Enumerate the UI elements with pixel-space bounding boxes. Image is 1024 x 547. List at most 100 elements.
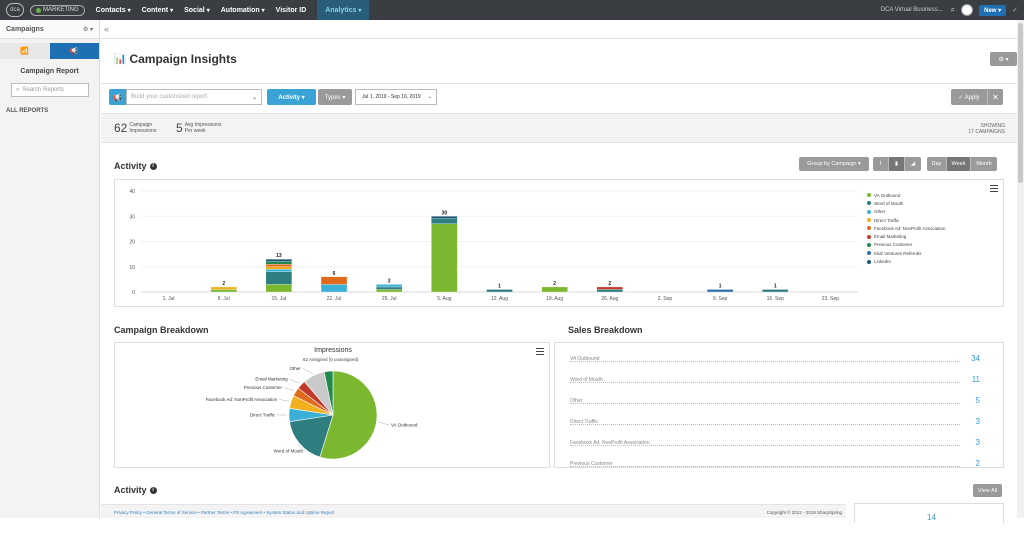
bar-segment[interactable] [486, 289, 513, 293]
sales-row-value[interactable]: 2 [975, 459, 980, 468]
bar-segment[interactable] [265, 269, 293, 272]
apply-button[interactable]: ✓ Apply [951, 89, 987, 105]
legend-item[interactable]: LinkedIn [867, 257, 946, 265]
period-month[interactable]: Month [971, 157, 997, 171]
date-range-text: Jul 1, 2019 - Sep 16, 2019 [362, 94, 421, 100]
sales-row[interactable]: Previous Customer 2 [570, 457, 980, 468]
pie-label-leader [283, 387, 295, 391]
pie-slice[interactable] [323, 370, 334, 416]
bar-segment[interactable] [706, 289, 734, 293]
nav-automation[interactable]: Automation ▾ [221, 0, 265, 20]
close-icon[interactable]: ✕ [987, 89, 1003, 105]
pie-slice[interactable] [289, 414, 334, 458]
legend-item[interactable]: Email Marketing [867, 232, 946, 240]
view-all-button[interactable]: View All [973, 484, 1002, 497]
bar-segment[interactable] [376, 284, 403, 288]
tab-megaphone-icon[interactable]: 📢 [49, 43, 99, 59]
group-by-dropdown[interactable]: Group by Campaign ▾ [799, 157, 869, 171]
sales-row-name: Previous Customer [570, 461, 613, 467]
gear-icon[interactable]: ⚙ ▾ [82, 26, 93, 33]
megaphone-icon[interactable]: 📢 [109, 89, 126, 105]
activity-dropdown[interactable]: Activity ▾ [267, 89, 316, 105]
scrollbar-thumb[interactable] [1018, 23, 1023, 183]
sales-row[interactable]: Other 5 [570, 394, 980, 405]
nav-analytics[interactable]: Analytics ▾ [317, 0, 370, 20]
bar-segment[interactable] [210, 286, 237, 290]
info-icon[interactable]: i [149, 486, 157, 494]
legend-swatch [867, 226, 871, 231]
build-report-select[interactable]: Build your customized report ⌄ [126, 89, 262, 105]
bar-segment[interactable] [265, 284, 293, 293]
sales-row[interactable]: Facebook Ad: NonProfit Association 3 [570, 436, 980, 447]
bar-segment[interactable] [541, 286, 568, 293]
period-day[interactable]: Day [927, 157, 947, 171]
legend-item[interactable]: VA Outbound [867, 191, 946, 199]
bar-segment[interactable] [431, 223, 458, 293]
bar-segment[interactable] [320, 276, 348, 285]
bar-segment[interactable] [762, 289, 789, 293]
sales-row-value[interactable]: 3 [975, 417, 980, 426]
bar-segment[interactable] [596, 286, 623, 290]
legend-item[interactable]: Other [867, 208, 946, 216]
period-week[interactable]: Week [947, 157, 971, 171]
sales-row-value[interactable]: 34 [971, 354, 980, 363]
nav-social[interactable]: Social ▾ [184, 0, 210, 20]
legend-item[interactable]: Klub Ventures Referrals [867, 249, 946, 257]
all-reports-link[interactable]: ALL REPORTS [6, 108, 49, 114]
scrollbar[interactable] [1017, 20, 1024, 518]
bar-segment[interactable] [265, 261, 293, 265]
legend-item[interactable]: Word of Mouth [867, 199, 946, 207]
nav-contacts[interactable]: Contacts ▾ [96, 0, 131, 20]
sales-row[interactable]: Word of Mouth 11 [570, 373, 980, 384]
search-reports-input[interactable]: ⌕ Search Reports [11, 83, 89, 97]
sales-row-leader [570, 466, 960, 467]
line-chart-icon[interactable]: ⌇ [873, 157, 889, 171]
legend-item[interactable]: Facebook Ad: NonProfit Association [867, 224, 946, 232]
nav-content[interactable]: Content ▾ [142, 0, 173, 20]
pie-slice[interactable] [319, 370, 378, 460]
area-chart-icon[interactable]: ◢ [905, 157, 921, 171]
brand-badge[interactable]: MARKETING [30, 4, 85, 16]
sales-row[interactable]: Direct Traffic 3 [570, 415, 980, 426]
types-dropdown[interactable]: Types ▾ [318, 89, 352, 105]
date-range-picker[interactable]: Jul 1, 2019 - Sep 16, 2019 ⌄ [355, 89, 437, 105]
nav-visitor-id[interactable]: Visitor ID [276, 0, 307, 20]
avatar[interactable] [961, 4, 974, 16]
logo[interactable]: dca [6, 3, 24, 17]
bar-segment[interactable] [431, 218, 458, 224]
business-name[interactable]: DCA Virtual Business... [880, 7, 943, 13]
sales-row-value[interactable]: 5 [975, 396, 980, 405]
sales-row-value[interactable]: 3 [975, 438, 980, 447]
footer-links[interactable]: Privacy Policy • General Terms of Servic… [114, 510, 335, 515]
y-tick-label: 30 [129, 214, 135, 220]
bar-segment[interactable] [265, 259, 293, 262]
sales-breakdown-heading: Sales Breakdown [568, 325, 643, 335]
bar-segment[interactable] [210, 289, 237, 293]
legend-item[interactable]: Previous Customer [867, 241, 946, 249]
bar-segment[interactable] [265, 271, 293, 285]
sales-row-value[interactable]: 11 [971, 375, 980, 384]
collapse-icon[interactable]: « [104, 24, 110, 34]
impressions-pie-chart: VA Outbound Word of Mouth Direct Traffic Fa… [206, 366, 418, 460]
legend-swatch [867, 209, 871, 214]
bar-segment[interactable] [265, 264, 293, 267]
bar-total-label: 30 [442, 210, 448, 216]
bar-segment[interactable] [376, 286, 403, 290]
page-gear-button[interactable]: ⚙ ▾ [990, 52, 1017, 66]
new-button[interactable]: New ▾ [979, 4, 1007, 16]
bar-segment[interactable] [596, 289, 623, 293]
legend-label: Direct Traffic [874, 217, 900, 223]
bar-segment[interactable] [265, 266, 293, 270]
tab-signal-icon[interactable]: 📶 [0, 43, 50, 59]
menu-icon[interactable] [990, 185, 998, 192]
sales-row[interactable]: VA Outbound 34 [570, 352, 980, 363]
bar-segment[interactable] [320, 284, 348, 293]
legend-item[interactable]: Direct Traffic [867, 216, 946, 224]
bar-chart-icon[interactable]: ▮ [889, 157, 905, 171]
check-icon[interactable]: ✓ [1012, 7, 1018, 14]
bar-segment[interactable] [431, 216, 458, 219]
search-icon[interactable]: ⌕ [950, 5, 956, 14]
bar-segment[interactable] [376, 289, 403, 293]
menu-icon[interactable] [536, 348, 544, 355]
info-icon[interactable]: i [149, 162, 157, 170]
